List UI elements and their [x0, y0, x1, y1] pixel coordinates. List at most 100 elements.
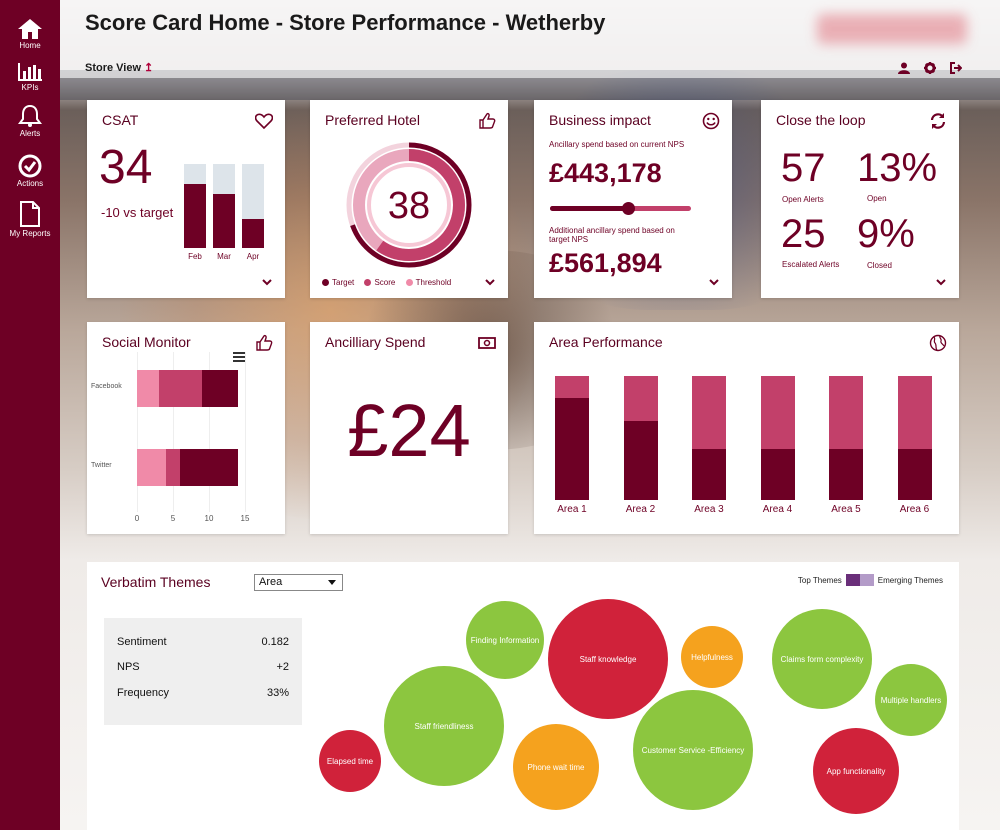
heart-icon[interactable]	[255, 112, 273, 130]
chevron-down-icon[interactable]	[936, 279, 946, 286]
card-title: CSAT	[102, 112, 139, 128]
open-alerts-label: Open Alerts	[782, 195, 824, 204]
sidebar-item-label: Actions	[16, 179, 44, 188]
sidebar-item-my-reports[interactable]: My Reports	[0, 200, 60, 238]
closed-pct-label: Closed	[867, 261, 892, 270]
stacked-bar-segment	[158, 370, 202, 407]
sidebar: Home KPIs Alerts Actions My Reports	[0, 0, 60, 830]
nps-slider-track[interactable]	[550, 202, 691, 215]
grid-line	[173, 352, 174, 512]
area-dropdown[interactable]: Area	[254, 574, 343, 591]
close-loop-card: Close the loop 57 Open Alerts 13% Open 2…	[761, 100, 959, 298]
card-title: Business impact	[549, 112, 651, 128]
verbatim-themes-panel: Verbatim Themes Area Top Themes Emerging…	[87, 562, 959, 830]
stacked-bar-segment	[165, 449, 181, 486]
user-icon[interactable]	[898, 61, 910, 74]
grid-line	[209, 352, 210, 512]
legend-emerging-themes: Emerging Themes	[877, 575, 943, 585]
grid-line	[245, 352, 246, 512]
card-title: Preferred Hotel	[325, 112, 420, 128]
tick-label: 5	[170, 514, 176, 523]
menu-icon[interactable]	[233, 352, 245, 362]
chevron-down-icon[interactable]	[262, 279, 272, 286]
current-spend-label: Ancillary spend based on current NPS	[549, 140, 685, 149]
hotel-gauge	[346, 142, 472, 268]
ancillary-spend-value: £24	[347, 389, 471, 472]
hotel-legend: Target Score Threshold	[322, 278, 451, 287]
stacked-bar-segment	[137, 370, 159, 407]
legend-threshold: Threshold	[415, 278, 452, 287]
document-icon	[20, 201, 40, 227]
home-icon	[18, 19, 42, 39]
refresh-icon[interactable]	[929, 112, 947, 130]
theme-bubble[interactable]: Phone wait time	[513, 724, 599, 810]
section-title: Verbatim Themes	[101, 574, 211, 590]
gear-icon[interactable]	[924, 61, 936, 74]
sidebar-item-kpis[interactable]: KPIs	[0, 62, 60, 92]
money-icon[interactable]	[478, 334, 496, 352]
bar-bottom-segment	[897, 449, 932, 500]
logout-icon[interactable]	[950, 61, 963, 74]
current-spend-value: £443,178	[549, 158, 662, 188]
globe-icon[interactable]	[929, 334, 947, 352]
escalated-value: 25	[781, 212, 826, 256]
closed-pct-value: 9%	[857, 212, 915, 256]
tick-label: 10	[204, 514, 214, 523]
category-label: Twitter	[91, 462, 112, 469]
stat-value: 33%	[266, 687, 289, 699]
brand-logo	[817, 14, 967, 44]
stacked-bar-segment	[201, 370, 238, 407]
legend-top-themes: Top Themes	[797, 575, 842, 585]
check-circle-icon	[18, 154, 42, 178]
stat-row: NPS +2	[117, 661, 289, 673]
theme-bubble[interactable]: Finding Information	[466, 601, 544, 679]
dropdown-value: Area	[259, 576, 283, 588]
bar-chart-icon	[18, 63, 42, 81]
theme-bubble[interactable]: Claims form complexity	[772, 609, 872, 709]
smiley-icon[interactable]	[702, 112, 720, 130]
nps-slider-thumb[interactable]	[621, 202, 635, 215]
sidebar-item-home[interactable]: Home	[0, 18, 60, 50]
tick-label: Mar	[217, 252, 231, 261]
chevron-down-icon[interactable]	[709, 279, 719, 286]
theme-bubble[interactable]: Multiple handlers	[875, 664, 947, 736]
tick-label: Area 3	[694, 504, 724, 515]
bar-bottom-segment	[760, 449, 795, 500]
header: Score Card Home - Store Performance - We…	[60, 0, 1000, 78]
theme-bubble[interactable]: Staff knowledge	[548, 599, 668, 719]
thumbs-up-icon[interactable]	[478, 112, 496, 130]
open-pct-label: Open	[867, 194, 887, 203]
social-monitor-card: Social Monitor 0 5 10 15 Facebook Twitter	[87, 322, 285, 534]
sidebar-item-actions[interactable]: Actions	[0, 154, 60, 188]
sidebar-item-label: Alerts	[19, 129, 41, 138]
sidebar-item-alerts[interactable]: Alerts	[0, 104, 60, 138]
chevron-down-icon[interactable]	[485, 279, 495, 286]
bar-top-segment	[760, 376, 795, 450]
stat-row: Frequency 33%	[117, 687, 289, 699]
business-impact-card: Business impact Ancillary spend based on…	[534, 100, 732, 298]
arrow-up-icon: ↥	[144, 62, 154, 74]
escalated-label: Escalated Alerts	[782, 260, 840, 269]
hotel-score: 38	[387, 185, 431, 227]
breadcrumb[interactable]: Store View ↥	[85, 61, 153, 74]
stat-label: Sentiment	[117, 636, 167, 648]
thumbs-up-icon[interactable]	[255, 334, 273, 352]
csat-delta: -10 vs target	[101, 205, 174, 220]
tick-label: Area 5	[831, 504, 861, 515]
csat-card: CSAT 34 -10 vs target Feb Mar Apr	[87, 100, 285, 298]
additional-spend-label: Additional ancillary spend based on targ…	[549, 226, 675, 244]
bar-top-segment	[692, 376, 726, 450]
stat-label: NPS	[117, 661, 140, 673]
stat-row: Sentiment 0.182	[117, 636, 289, 648]
theme-bubble[interactable]: Customer Service -Efficiency	[633, 690, 753, 810]
theme-bubble[interactable]: Staff friendliness	[384, 666, 504, 786]
theme-bubble[interactable]: Elapsed time	[319, 730, 381, 792]
theme-bubble[interactable]: Helpfulness	[681, 626, 743, 688]
theme-bubble[interactable]: App functionality	[813, 728, 899, 814]
legend-swatch	[845, 574, 860, 586]
area-performance-card: Area Performance Area 1 Area 2 Area 3 Area …	[534, 322, 959, 534]
bell-icon	[18, 104, 42, 127]
theme-stats-box: Sentiment 0.182 NPS +2 Frequency 33%	[104, 618, 302, 725]
tick-label: Feb	[188, 252, 202, 261]
legend-swatch	[859, 574, 874, 586]
